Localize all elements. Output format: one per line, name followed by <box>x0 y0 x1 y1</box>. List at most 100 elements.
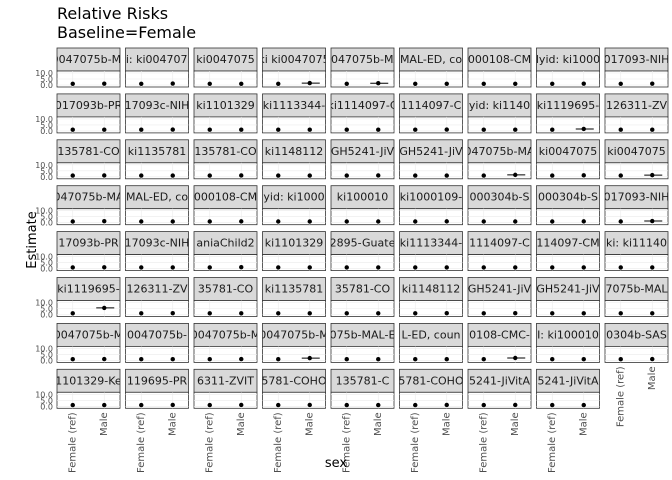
facet-strip-label: ki0047075b-MAL <box>42 53 135 66</box>
x-tick-label: Male <box>99 412 110 436</box>
facet-strip-label: 075b-MAL-E <box>330 328 396 341</box>
facet-strip-label: 5781-COHO <box>398 374 464 387</box>
facet-strip-label: 5241-JiVitA <box>537 374 599 387</box>
facet-strip-label: ki1113344- <box>263 99 325 112</box>
facet-strip-label: ki1101329 <box>265 237 323 250</box>
facet-strip-label: ki100010 <box>337 191 388 204</box>
data-point <box>618 127 623 132</box>
x-tick-label: Male <box>442 412 453 436</box>
y-tick-label: 0.0 <box>40 402 53 411</box>
data-point <box>581 265 586 270</box>
facet-strip-label: 000108-CM <box>468 53 531 66</box>
data-point <box>344 127 349 132</box>
data-point <box>207 311 212 316</box>
data-point <box>376 311 381 316</box>
y-tick-label: 10.0 <box>35 69 53 78</box>
data-point <box>102 265 107 270</box>
y-tick-label: 5.0 <box>40 396 53 405</box>
data-point <box>581 219 586 224</box>
facet-strip-label: 0047075b-M <box>259 328 328 341</box>
data-point <box>650 172 655 178</box>
y-tick-label: 0.0 <box>40 173 53 182</box>
y-tick-label: 10.0 <box>35 344 53 353</box>
data-point <box>618 357 623 362</box>
facet-strip-label: ki1119695- <box>57 283 119 296</box>
data-point <box>170 310 175 316</box>
facet-strip-label: 5241-JiVitA <box>469 374 531 387</box>
facet-strip-label: MAL-ED, co <box>400 53 462 66</box>
data-point <box>307 80 312 86</box>
facet-strip-label: aniaChild2 <box>196 237 254 250</box>
data-point <box>139 127 144 132</box>
data-point <box>376 173 381 178</box>
data-point <box>376 357 381 362</box>
data-point <box>139 219 144 224</box>
y-tick-label: 0.0 <box>40 81 53 90</box>
facet-strip-label: 135781-C <box>336 374 390 387</box>
data-point <box>307 265 312 270</box>
facet-strip-label: 5781-COHO <box>261 374 327 387</box>
data-point <box>650 356 655 362</box>
data-point <box>581 173 586 178</box>
data-point <box>513 310 518 316</box>
data-point <box>376 127 381 132</box>
data-point <box>207 357 212 362</box>
facet-strip-label: 35781-CO <box>335 283 391 296</box>
facet-strip-label: MAL-ED, co <box>126 191 188 204</box>
facet-strip-label: lyid: ki1000 <box>536 53 600 66</box>
facet-strip-label: 0047075b- <box>127 328 187 341</box>
x-tick-label: Female (ref) <box>547 412 558 473</box>
data-point <box>70 357 75 362</box>
data-point <box>276 402 281 408</box>
x-tick-label: Male <box>168 412 179 436</box>
data-point <box>70 127 75 132</box>
data-point <box>481 311 486 316</box>
data-point <box>70 402 75 408</box>
data-point <box>239 311 244 316</box>
data-point <box>239 127 244 132</box>
facet-strip-label: 1114097-C <box>401 99 462 112</box>
y-tick-label: 0.0 <box>40 265 53 274</box>
facet-strip-label: 135781-CO <box>194 145 257 158</box>
data-point <box>207 173 212 178</box>
data-point <box>102 305 107 311</box>
facet-strip-label: 119695-PR <box>127 374 188 387</box>
facet-strip-label: 135781-CO <box>57 145 120 158</box>
y-tick-label: 10.0 <box>35 390 53 399</box>
facet-strip-label: ki0047075 <box>539 145 597 158</box>
facet-strip-label: 17093c-NIH <box>125 237 190 250</box>
facet-strip-label: ki1135781 <box>265 283 323 296</box>
x-tick-label: Female (ref) <box>616 366 627 427</box>
data-point <box>376 81 381 86</box>
facet-strip-label: ki1101329 <box>196 99 254 112</box>
chart-subtitle: Baseline=Female <box>57 23 197 42</box>
data-point <box>481 173 486 178</box>
data-point <box>376 265 381 270</box>
data-point <box>207 127 212 132</box>
x-tick-label: Female (ref) <box>136 412 147 473</box>
data-point <box>139 311 144 316</box>
y-tick-label: 10.0 <box>35 115 53 124</box>
y-tick-label: 10.0 <box>35 253 53 262</box>
facet-strip-label: 047075b-MA <box>465 145 535 158</box>
facet-strip-label: GH5241-JiV <box>468 283 532 296</box>
data-point <box>70 311 75 316</box>
facet-strip-label: 0047075b-MA <box>324 53 401 66</box>
x-tick-label: Female (ref) <box>273 412 284 473</box>
data-point <box>307 355 312 361</box>
y-tick-label: 5.0 <box>40 75 53 84</box>
data-point <box>139 402 144 408</box>
data-point <box>481 127 486 132</box>
y-tick-label: 5.0 <box>40 259 53 268</box>
facet-strip-label: 017093-NIH <box>604 191 670 204</box>
data-point <box>207 81 212 87</box>
x-tick-label: Female (ref) <box>205 412 216 473</box>
x-tick-label: Male <box>373 412 384 436</box>
facet-strip-label: 000304b-S <box>470 191 530 204</box>
data-point <box>139 173 144 178</box>
data-point <box>550 81 555 87</box>
data-point <box>513 402 518 408</box>
y-tick-label: 5.0 <box>40 213 53 222</box>
facet-strip-label: 000304b-S <box>538 191 598 204</box>
